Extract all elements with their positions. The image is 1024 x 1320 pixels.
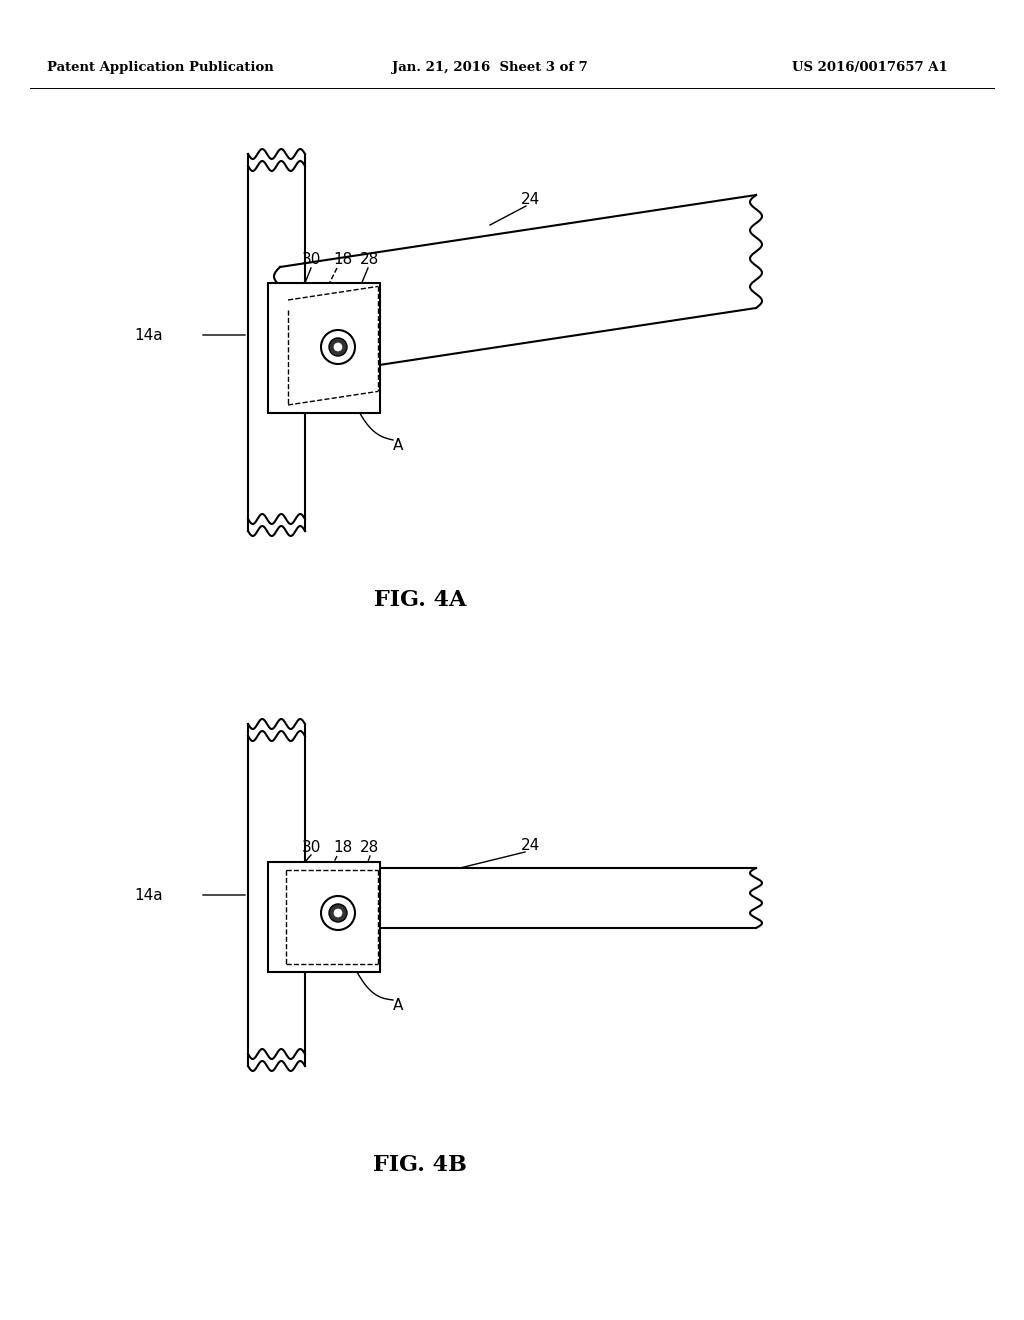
Text: A: A (393, 998, 403, 1012)
Circle shape (321, 896, 355, 931)
Text: US 2016/0017657 A1: US 2016/0017657 A1 (793, 62, 948, 74)
Text: 30: 30 (302, 252, 322, 268)
Text: 18: 18 (333, 252, 352, 268)
Text: Patent Application Publication: Patent Application Publication (47, 62, 273, 74)
Bar (268, 282, 380, 413)
Circle shape (321, 330, 355, 364)
Text: A: A (393, 437, 403, 453)
Text: 14a: 14a (134, 327, 163, 342)
Text: FIG. 4B: FIG. 4B (373, 1154, 467, 1176)
Text: 18: 18 (333, 841, 352, 855)
Bar (268, 862, 380, 972)
Text: FIG. 4A: FIG. 4A (374, 589, 466, 611)
Text: Jan. 21, 2016  Sheet 3 of 7: Jan. 21, 2016 Sheet 3 of 7 (392, 62, 588, 74)
Text: 30: 30 (302, 841, 322, 855)
Text: 28: 28 (360, 841, 379, 855)
Circle shape (329, 904, 347, 921)
Circle shape (329, 338, 347, 356)
Text: 28: 28 (360, 252, 379, 268)
Text: 14a: 14a (134, 887, 163, 903)
Text: 24: 24 (520, 837, 540, 853)
Circle shape (334, 909, 342, 917)
Circle shape (334, 343, 342, 351)
Text: 24: 24 (520, 193, 540, 207)
